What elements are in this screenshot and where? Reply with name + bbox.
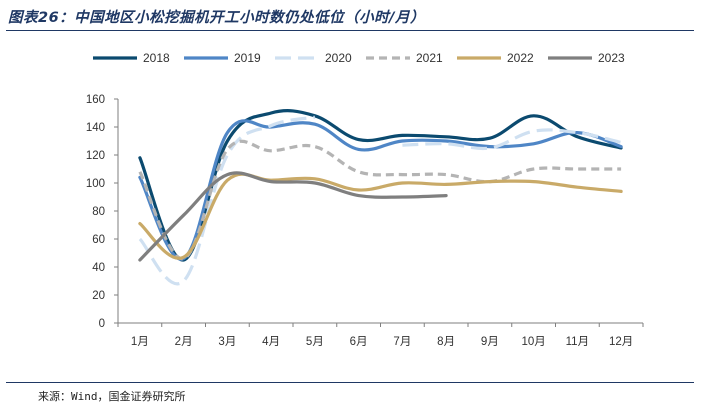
x-tick-label: 7月	[393, 336, 411, 348]
y-tick-label: 60	[92, 234, 105, 246]
x-tick-label: 10月	[521, 336, 545, 348]
x-tick-label: 8月	[437, 336, 455, 348]
series-lines	[138, 109, 623, 286]
legend-label-2023: 2023	[598, 51, 625, 65]
x-tick-label: 3月	[218, 336, 236, 348]
legend-label-2021: 2021	[416, 51, 443, 65]
y-tick-label: 160	[86, 94, 105, 106]
x-tick-label: 11月	[566, 336, 589, 348]
series-line-2022	[138, 172, 623, 260]
source-divider	[6, 382, 694, 383]
series-line-2023	[138, 171, 448, 262]
legend-label-2018: 2018	[143, 51, 170, 65]
x-tick-label: 6月	[350, 336, 368, 348]
x-tick-label: 5月	[306, 336, 324, 348]
y-tick-label: 0	[99, 318, 105, 330]
y-tick-label: 100	[86, 178, 105, 190]
title-divider	[6, 30, 694, 31]
series-line-2020	[138, 115, 316, 286]
legend: 2018 2019 2020 2021 2022 2023	[93, 51, 625, 65]
x-tick-label: 12月	[609, 336, 633, 348]
y-tick-label: 40	[92, 262, 105, 274]
legend-label-2019: 2019	[234, 51, 261, 65]
y-tick-label: 80	[92, 206, 105, 218]
x-tick-label: 1月	[131, 336, 149, 348]
y-tick-label: 20	[92, 290, 105, 302]
x-tick-label: 9月	[481, 336, 499, 348]
y-tick-label: 140	[86, 122, 105, 134]
line-chart: 2018 2019 2020 2021 2022 2023 0 20 40 60 80 100 120…	[86, 51, 644, 348]
x-tick-label: 4月	[262, 336, 280, 348]
source-note: 来源：Wind，国金证券研究所	[38, 390, 186, 403]
chart-title: 图表26：中国地区小松挖掘机开工小时数仍处低位（小时/月）	[8, 10, 425, 26]
x-tick-label: 2月	[175, 336, 193, 348]
series-line-2021	[138, 139, 622, 261]
legend-label-2020: 2020	[325, 51, 352, 65]
series-line-2019	[138, 119, 623, 261]
axes: 0 20 40 60 80 100 120 140 160 1月 2月 3月 4月 5月 6月 7月 8月 9月 1…	[86, 94, 644, 348]
y-tick-label: 120	[86, 150, 105, 162]
legend-label-2022: 2022	[507, 51, 534, 65]
